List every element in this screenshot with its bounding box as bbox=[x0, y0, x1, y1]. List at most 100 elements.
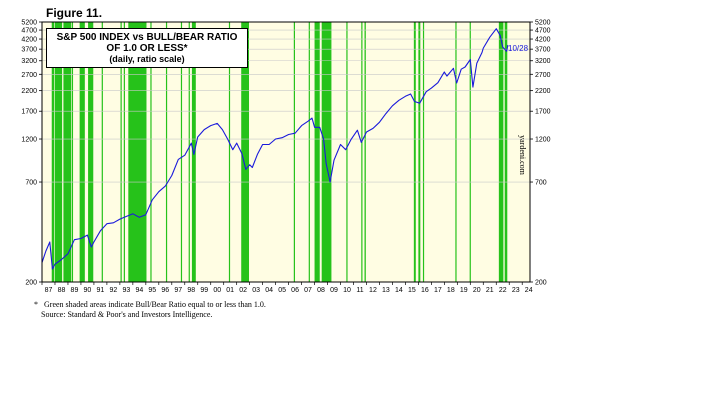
x-tick-label: 08 bbox=[317, 287, 325, 294]
shaded-period bbox=[54, 22, 63, 282]
shaded-period bbox=[128, 22, 147, 282]
shaded-period bbox=[418, 22, 421, 282]
x-tick-label: 23 bbox=[512, 287, 520, 294]
y-tick-label-right: 3200 bbox=[535, 58, 551, 65]
x-tick-label: 24 bbox=[525, 287, 533, 294]
shaded-period bbox=[469, 22, 471, 282]
x-tick-label: 11 bbox=[356, 287, 363, 294]
x-tick-label: 17 bbox=[434, 287, 442, 294]
x-tick-label: 19 bbox=[460, 287, 468, 294]
y-axis-right: 200 700 1200 1700 2200 2700 3200 3700 4200 470052… bbox=[530, 20, 551, 287]
shaded-period bbox=[321, 22, 332, 282]
x-tick-label: 05 bbox=[278, 287, 286, 294]
y-tick-label-left: 1700 bbox=[21, 109, 37, 116]
y-tick-label-left: 700 bbox=[25, 180, 37, 187]
y-tick-label-right: 2200 bbox=[535, 88, 551, 95]
chart-title-line2: OF 1.0 OR LESS* bbox=[106, 43, 188, 54]
y-tick-label-left: 2700 bbox=[21, 72, 37, 79]
plot-frame bbox=[41, 21, 531, 283]
x-tick-label: 91 bbox=[97, 287, 105, 294]
x-tick-label: 98 bbox=[187, 287, 195, 294]
footnote-text: Green shaded areas indicate Bull/Bear Ra… bbox=[44, 300, 266, 309]
x-tick-label: 01 bbox=[226, 287, 234, 294]
shaded-period bbox=[188, 22, 190, 282]
y-tick-label-right: 3700 bbox=[535, 47, 551, 54]
shaded-period bbox=[71, 22, 74, 282]
y-tick-label-left: 1200 bbox=[21, 137, 37, 144]
shaded-period bbox=[314, 22, 320, 282]
y-tick-label-right: 200 bbox=[535, 280, 547, 287]
shaded-period bbox=[79, 22, 85, 282]
footnote-source: Source: Standard & Poor's and Investors … bbox=[41, 310, 213, 319]
y-tick-label-left: 4700 bbox=[21, 28, 37, 35]
y-tick-label-left: 3200 bbox=[21, 58, 37, 65]
x-tick-label: 06 bbox=[291, 287, 299, 294]
y-tick-label-right: 700 bbox=[535, 180, 547, 187]
shaded-period bbox=[51, 22, 55, 282]
x-tick-label: 92 bbox=[109, 287, 117, 294]
x-tick-label: 16 bbox=[421, 287, 429, 294]
shaded-period bbox=[504, 22, 508, 282]
shaded-periods bbox=[51, 22, 508, 282]
y-tick-label-right: 4200 bbox=[535, 37, 551, 44]
shaded-period bbox=[308, 22, 310, 282]
chart-subtitle: (daily, ratio scale) bbox=[109, 54, 185, 64]
shaded-period bbox=[63, 22, 72, 282]
shaded-period bbox=[364, 22, 366, 282]
x-tick-label: 02 bbox=[239, 287, 247, 294]
x-tick-label: 94 bbox=[135, 287, 143, 294]
shaded-period bbox=[165, 22, 168, 282]
y-tick-label-left: 200 bbox=[25, 280, 37, 287]
shaded-period bbox=[346, 22, 348, 282]
y-axis-left: 200 700 1200 1700 2200 2700 3200 3700 4200 470052… bbox=[21, 20, 42, 287]
x-tick-label: 18 bbox=[447, 287, 455, 294]
x-tick-label: 93 bbox=[122, 287, 130, 294]
shaded-period bbox=[150, 22, 152, 282]
shaded-period bbox=[293, 22, 295, 282]
series-line bbox=[41, 28, 509, 270]
series-layer bbox=[41, 28, 509, 270]
x-tick-label: 14 bbox=[395, 287, 403, 294]
x-tick-label: 04 bbox=[265, 287, 273, 294]
x-tick-label: 15 bbox=[408, 287, 416, 294]
x-tick-label: 07 bbox=[304, 287, 312, 294]
shaded-period bbox=[455, 22, 457, 282]
x-tick-label: 96 bbox=[161, 287, 169, 294]
shaded-period bbox=[241, 22, 250, 282]
x-tick-label: 95 bbox=[148, 287, 156, 294]
x-tick-label: 00 bbox=[213, 287, 221, 294]
plot-border bbox=[41, 21, 531, 283]
y-tick-label-left: 4200 bbox=[21, 37, 37, 44]
x-tick-label: 03 bbox=[252, 287, 260, 294]
last-date-annotation: 10/28 bbox=[508, 44, 529, 53]
x-tick-label: 09 bbox=[330, 287, 338, 294]
y-tick-label-left: 3700 bbox=[21, 47, 37, 54]
watermark-text: yardeni.com bbox=[518, 135, 527, 176]
figure-label: Figure 11. bbox=[46, 6, 103, 20]
chart-title-box: S&P 500 INDEX vs BULL/BEAR RATIO OF 1.0 … bbox=[46, 28, 248, 68]
x-tick-label: 97 bbox=[174, 287, 182, 294]
x-axis: 87 88 89 90 91 92 93 94 95 96 97 98 99 00 01 02 03 04 05 06… bbox=[41, 282, 533, 294]
x-tick-label: 90 bbox=[84, 287, 92, 294]
x-tick-label: 88 bbox=[58, 287, 66, 294]
x-tick-label: 89 bbox=[71, 287, 79, 294]
chart-title: S&P 500 INDEX vs BULL/BEAR RATIO bbox=[56, 32, 238, 43]
shaded-period bbox=[123, 22, 125, 282]
y-tick-label-left: 2200 bbox=[21, 88, 37, 95]
shaded-period bbox=[180, 22, 183, 282]
x-tick-label: 99 bbox=[200, 287, 208, 294]
shaded-period bbox=[498, 22, 504, 282]
x-tick-label: 10 bbox=[343, 287, 351, 294]
shaded-period bbox=[361, 22, 363, 282]
y-tick-label-right: 2700 bbox=[535, 72, 551, 79]
shaded-period bbox=[422, 22, 425, 282]
x-tick-label: 22 bbox=[499, 287, 507, 294]
shaded-period bbox=[120, 22, 122, 282]
shaded-period bbox=[228, 22, 231, 282]
x-tick-label: 21 bbox=[486, 287, 494, 294]
shaded-period bbox=[101, 22, 103, 282]
shaded-period bbox=[88, 22, 94, 282]
y-tick-label-right: 1200 bbox=[535, 137, 551, 144]
y-tick-label-right: 1700 bbox=[535, 109, 551, 116]
